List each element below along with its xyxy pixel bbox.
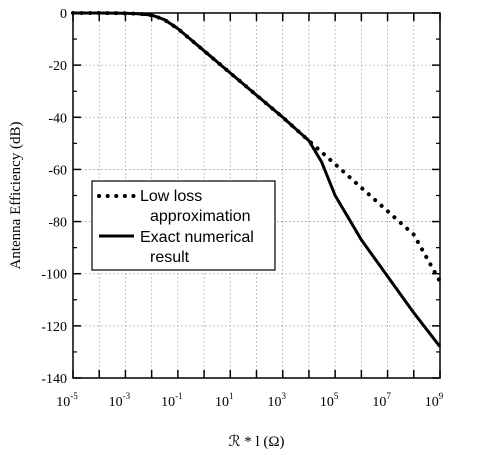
y-tick-labels: 0 -20 -40 -60 -80 -100 -120 -140 [41, 7, 67, 387]
x-tick-label: 10-3 [109, 391, 131, 410]
y-tick-label: -40 [48, 111, 67, 126]
legend-label-low-loss-line1: Low loss [140, 188, 202, 205]
series-line-exact [73, 11, 442, 348]
x-tick-label: 101 [215, 391, 234, 410]
y-tick-label: -140 [41, 372, 67, 387]
x-tick-label: 10-1 [161, 391, 183, 410]
legend-label-exact-line1: Exact numerical [140, 229, 254, 246]
legend: Low loss approximation Exact numerical r… [91, 180, 276, 271]
y-tick-label: 0 [60, 7, 67, 22]
y-tick-label: -120 [41, 320, 67, 335]
x-axis-label: ℛ * l (Ω) [228, 434, 284, 450]
series-layer [71, 11, 442, 348]
x-tick-label: 107 [372, 391, 391, 410]
y-tick-label: -20 [48, 59, 67, 74]
y-axis-label: Antenna Efficiency (dB) [8, 121, 24, 269]
x-tick-label: 103 [267, 391, 286, 410]
x-tick-labels: 10-5 10-3 10-1 101 103 105 107 109 [56, 391, 444, 410]
y-tick-label: -100 [41, 268, 67, 283]
y-tick-label: -60 [48, 163, 67, 178]
x-tick-label: 10-5 [56, 391, 78, 410]
series-line-low-loss [71, 11, 442, 284]
y-tick-label: -80 [48, 216, 67, 231]
legend-label-low-loss-line2: approximation [150, 208, 251, 225]
axis-ticks [72, 12, 441, 379]
x-tick-label: 105 [320, 391, 339, 410]
x-tick-label: 109 [425, 391, 444, 410]
legend-label-exact-line2: result [150, 249, 190, 266]
legend-box [91, 180, 276, 271]
